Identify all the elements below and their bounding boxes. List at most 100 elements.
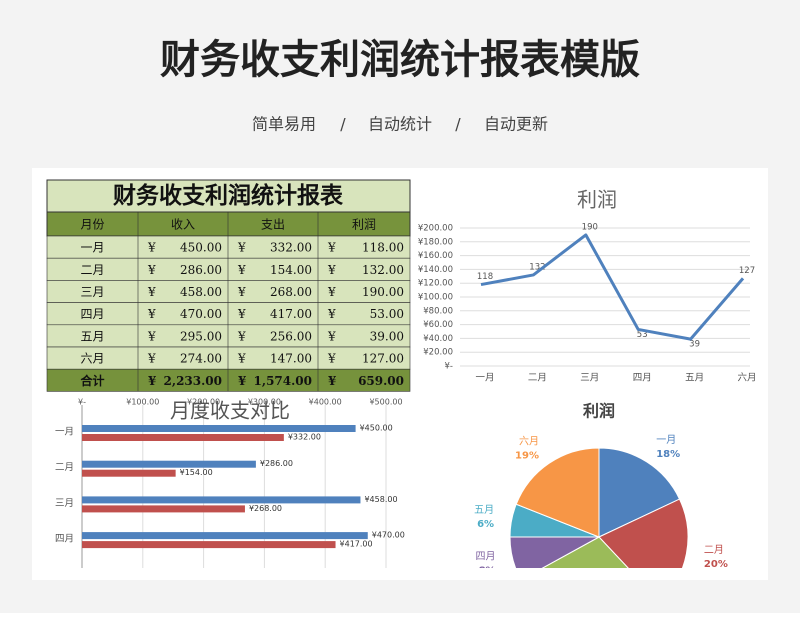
feature: 自动统计 — [368, 115, 432, 134]
currency: ¥ — [328, 374, 336, 388]
y-tick-label: ¥200.00 — [418, 224, 453, 234]
cell: 659.00 — [358, 374, 404, 388]
y-tick-label: 一月 — [55, 427, 74, 438]
cell: 274.00 — [180, 352, 222, 366]
currency: ¥ — [147, 329, 156, 343]
currency: ¥ — [237, 263, 246, 277]
data-label: 127 — [739, 266, 755, 276]
y-tick-label: 二月 — [55, 462, 74, 473]
x-tick-label: 二月 — [528, 373, 547, 384]
x-tick-label: ¥300.00 — [248, 398, 281, 407]
pie-value-label: 8% — [479, 566, 496, 577]
column-header: 月份 — [80, 218, 104, 232]
pie-slice — [515, 447, 600, 538]
feature: 简单易用 — [252, 115, 316, 134]
cell: 256.00 — [270, 329, 312, 343]
currency: ¥ — [147, 307, 156, 321]
cell: 286.00 — [180, 263, 222, 277]
features: 简单易用 / 自动统计 / 自动更新 — [252, 115, 548, 134]
y-tick-label: ¥40.00 — [423, 334, 453, 344]
x-tick-label: ¥100.00 — [126, 398, 159, 407]
y-tick-label: ¥160.00 — [418, 251, 453, 261]
bar-chart: ¥- ¥100.00 ¥200.00 ¥300.00 ¥400.00 ¥500.00 月度收… — [55, 398, 405, 568]
page-title: 财务收支利润统计报表模版 — [160, 37, 640, 83]
data-label: 190 — [582, 222, 598, 232]
pie-label: 六月 — [519, 436, 539, 448]
x-tick-label: 五月 — [685, 373, 704, 384]
cell: 470.00 — [180, 307, 222, 321]
separator: / — [340, 115, 346, 134]
chart-title: 利润 — [583, 402, 615, 421]
cell: 268.00 — [270, 285, 312, 299]
chart-title: 月度收支对比 — [170, 399, 290, 423]
y-tick-label: 四月 — [55, 534, 74, 545]
cell: 458.00 — [180, 285, 222, 299]
cell: 450.00 — [180, 241, 222, 255]
cell: 53.00 — [370, 307, 404, 321]
currency: ¥ — [147, 352, 156, 366]
chart-title: 利润 — [577, 188, 617, 212]
feature: 自动更新 — [484, 115, 548, 134]
x-tick-label: 三月 — [580, 373, 599, 384]
pie: 一月 18% 二月 20% 四月 8% 五月 6% 六月 19% — [474, 434, 728, 577]
cell: 2,233.00 — [164, 374, 222, 388]
cell: 三月 — [80, 285, 104, 299]
currency: ¥ — [238, 374, 246, 388]
x-tick-label: ¥500.00 — [369, 398, 402, 407]
data-label: 53 — [637, 330, 648, 340]
x-tick-label: 四月 — [633, 373, 652, 384]
cell: 295.00 — [180, 329, 222, 343]
data-label: ¥417.00 — [340, 540, 373, 549]
currency: ¥ — [147, 285, 156, 299]
currency: ¥ — [147, 241, 156, 255]
bar — [82, 496, 361, 504]
pie-value-label: 20% — [704, 559, 728, 570]
x-tick-label: ¥400.00 — [309, 398, 342, 407]
column-header: 收入 — [171, 218, 195, 232]
data-label: ¥450.00 — [360, 424, 393, 433]
y-tick-label: ¥80.00 — [423, 306, 453, 316]
cell: 132.00 — [362, 263, 404, 277]
y-tick-label: ¥20.00 — [423, 348, 453, 358]
column-header: 利润 — [352, 218, 376, 232]
currency: ¥ — [237, 307, 246, 321]
y-tick-label: ¥60.00 — [423, 320, 453, 330]
cell: 417.00 — [270, 307, 312, 321]
cell: 合计 — [80, 373, 104, 388]
x-tick-label: 一月 — [475, 373, 494, 384]
data-label: ¥268.00 — [249, 504, 282, 513]
cell: 四月 — [80, 307, 104, 321]
cell: 127.00 — [362, 352, 404, 366]
cell: 147.00 — [270, 352, 312, 366]
pie-value-label: 19% — [515, 451, 539, 462]
cell: 332.00 — [270, 241, 312, 255]
currency: ¥ — [327, 241, 336, 255]
pie-label: 一月 — [656, 434, 676, 446]
separator: / — [455, 115, 461, 134]
y-tick-label: ¥- — [445, 362, 453, 372]
pie-label: 二月 — [704, 544, 724, 556]
cell: 190.00 — [362, 285, 404, 299]
data-label: 132 — [529, 262, 545, 272]
data-label: ¥470.00 — [372, 531, 405, 540]
x-tick-label: 六月 — [737, 372, 756, 384]
y-tick-label: ¥100.00 — [418, 293, 453, 303]
currency: ¥ — [327, 285, 336, 299]
pie-slice — [541, 536, 629, 568]
pie-label: 五月 — [474, 504, 494, 516]
currency: ¥ — [327, 307, 336, 321]
pie-value-label: 18% — [656, 449, 680, 460]
column-header: 支出 — [261, 218, 285, 232]
pie-label: 四月 — [476, 551, 496, 563]
currency: ¥ — [327, 329, 336, 343]
cell: 1,574.00 — [254, 374, 312, 388]
data-label: ¥458.00 — [364, 495, 397, 504]
currency: ¥ — [237, 285, 246, 299]
cell: 六月 — [80, 352, 104, 366]
currency: ¥ — [237, 352, 246, 366]
data-label: 39 — [689, 340, 700, 350]
bar — [82, 460, 256, 468]
bar — [82, 505, 245, 513]
